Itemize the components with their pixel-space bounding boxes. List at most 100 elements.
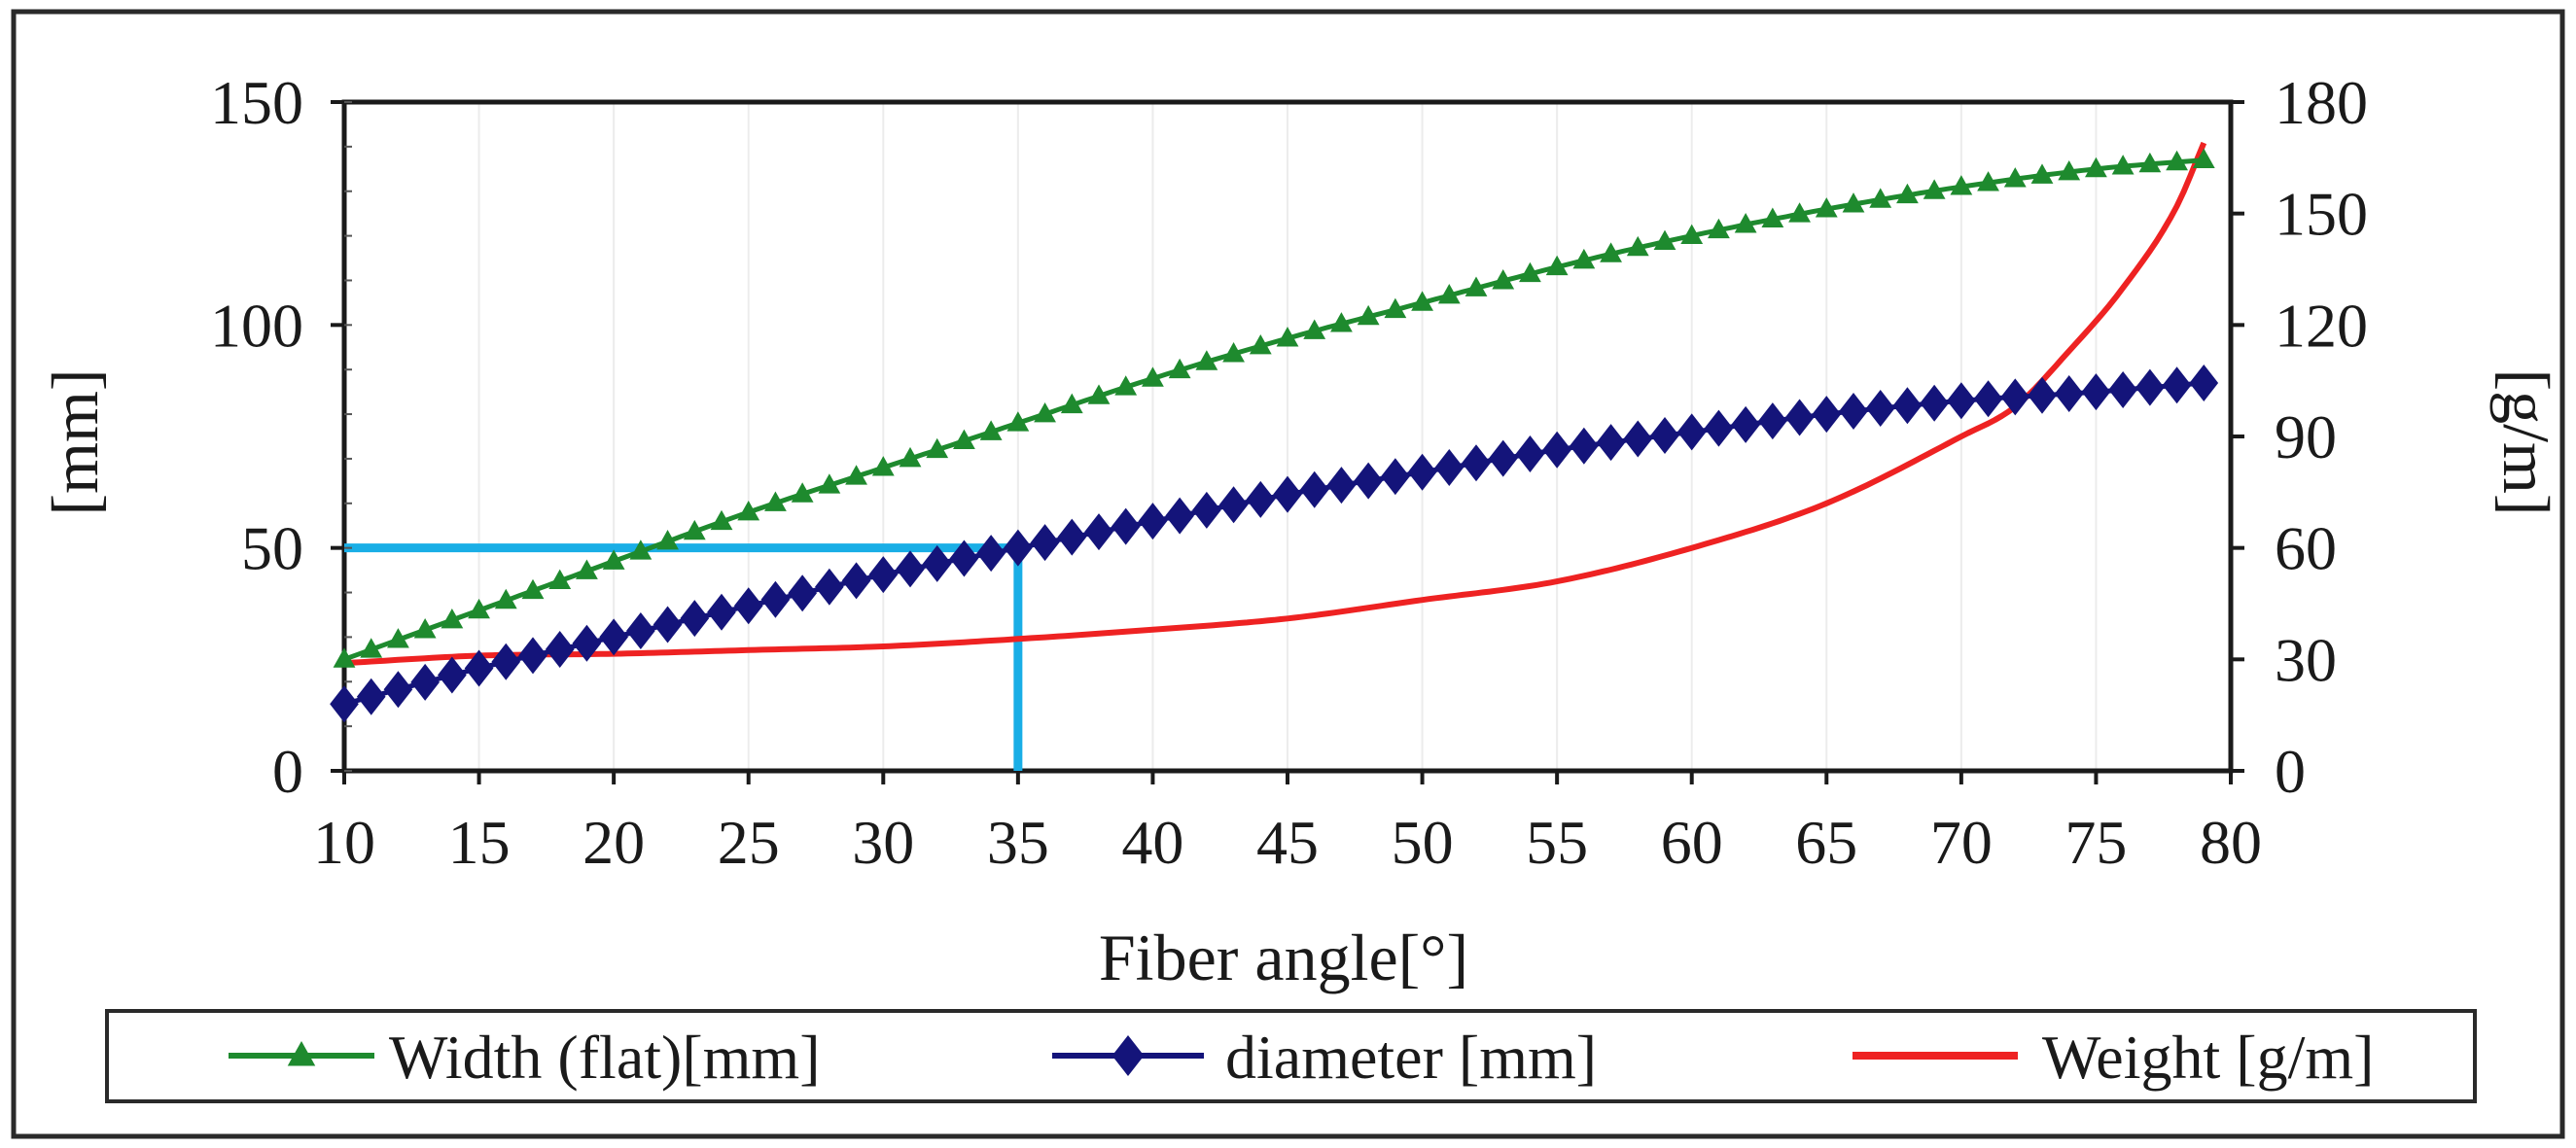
- x-tick-label: 55: [1526, 808, 1588, 877]
- data-point-marker: [2028, 376, 2057, 414]
- data-point-marker: [1060, 393, 1083, 414]
- y-left-tick-label: 0: [272, 737, 303, 806]
- data-point-marker: [1299, 470, 1329, 508]
- data-point-marker: [1923, 179, 1946, 199]
- data-point-marker: [2138, 152, 2162, 173]
- data-point-marker: [733, 587, 763, 625]
- data-point-marker: [1168, 358, 1191, 379]
- legend-symbol: [229, 1041, 374, 1066]
- data-point-marker: [1542, 431, 1571, 469]
- data-point-marker: [576, 559, 598, 579]
- data-point-marker: [1515, 435, 1545, 473]
- legend-label-width: Width (flat)[mm]: [389, 1023, 821, 1092]
- data-point-marker: [1788, 202, 1811, 223]
- data-point-marker: [953, 429, 975, 449]
- data-point-marker: [1920, 384, 1949, 422]
- y-left-tick-label: 50: [241, 514, 303, 583]
- data-point-marker: [572, 624, 602, 662]
- legend-label-diameter: diameter [mm]: [1225, 1023, 1597, 1092]
- data-point-marker: [1626, 235, 1649, 257]
- y-left-tick-label: 100: [210, 291, 303, 360]
- data-point-marker: [791, 482, 814, 503]
- data-point-marker: [1758, 402, 1787, 440]
- data-point-marker: [356, 678, 386, 715]
- data-point-marker: [629, 539, 653, 560]
- data-point-marker: [1437, 283, 1461, 304]
- y-axis-left-title: [mm]: [38, 368, 112, 515]
- data-point-marker: [1600, 242, 1622, 262]
- series-line: [343, 157, 2205, 662]
- data-point-marker: [602, 549, 625, 570]
- data-point-marker: [1784, 399, 1815, 436]
- data-point-marker: [1462, 444, 1491, 482]
- data-point-marker: [1869, 188, 1892, 208]
- data-point-marker: [1357, 304, 1380, 326]
- data-point-marker: [683, 519, 706, 540]
- data-point-marker: [2108, 370, 2137, 408]
- data-point-marker: [330, 685, 359, 723]
- series-layer: [330, 141, 2219, 723]
- data-point-marker: [438, 656, 467, 694]
- data-point-marker: [737, 500, 760, 521]
- data-point-marker: [1488, 439, 1518, 477]
- data-point-marker: [1192, 491, 1221, 529]
- data-point-marker: [818, 473, 841, 494]
- data-point-marker: [1165, 497, 1194, 535]
- data-point-marker: [2111, 155, 2135, 175]
- data-point-marker: [979, 420, 1003, 440]
- data-point-marker: [360, 638, 383, 658]
- y-axis-right-title: [g/m]: [2489, 368, 2563, 515]
- data-point-marker: [2085, 157, 2107, 178]
- data-point-marker: [1276, 327, 1299, 347]
- y-right-tick-label: 90: [2275, 402, 2337, 471]
- legend-item-weight: Weight [g/m]: [1853, 1023, 2374, 1092]
- legend-frame: [105, 1009, 2477, 1103]
- data-point-marker: [410, 663, 440, 701]
- data-point-marker: [1950, 175, 1973, 195]
- x-tick-label: 20: [582, 808, 645, 877]
- data-point-marker: [656, 530, 679, 550]
- data-point-marker: [710, 509, 733, 531]
- data-point-marker: [2135, 368, 2165, 406]
- data-point-marker: [1381, 458, 1410, 496]
- data-point-marker: [1761, 207, 1784, 227]
- data-point-marker: [760, 580, 791, 618]
- data-point-marker: [1492, 269, 1515, 290]
- data-point-marker: [441, 608, 464, 629]
- data-point-marker: [1222, 342, 1245, 363]
- data-point-marker: [976, 535, 1006, 573]
- data-point-marker: [1596, 424, 1626, 462]
- data-point-marker: [845, 465, 867, 485]
- data-point-marker: [1057, 518, 1087, 556]
- data-point-marker: [1865, 390, 1895, 428]
- data-point-marker: [1407, 453, 1437, 491]
- legend-symbol: [1052, 1035, 1204, 1076]
- data-point-marker: [707, 593, 736, 631]
- data-point-marker: [1892, 387, 1923, 425]
- x-tick-label: 80: [2200, 808, 2262, 877]
- data-point-marker: [1434, 449, 1464, 487]
- data-point-marker: [599, 618, 628, 656]
- data-point-marker: [1273, 475, 1302, 513]
- x-tick-label: 15: [448, 808, 511, 877]
- data-point-marker: [1034, 401, 1056, 423]
- data-point-marker: [899, 446, 922, 468]
- data-point-marker: [1977, 171, 1999, 191]
- data-point-marker: [871, 456, 895, 476]
- data-point-marker: [1142, 366, 1164, 387]
- data-point-marker: [1464, 276, 1488, 296]
- x-tick-label: 45: [1256, 808, 1319, 877]
- y-right-tick-label: 150: [2275, 180, 2368, 249]
- data-point-marker: [2081, 373, 2111, 411]
- legend-marker-triangle: [287, 1041, 316, 1066]
- data-point-marker: [548, 569, 572, 590]
- data-point-marker: [1195, 350, 1218, 370]
- x-tick-label: 30: [852, 808, 914, 877]
- x-tick-label: 70: [1930, 808, 1993, 877]
- series-width: [333, 148, 2215, 668]
- ticks: 10 15 20 25 30 35 40 45 50 55 60 65 70 75 800501001500…: [210, 68, 2368, 877]
- data-point-marker: [1138, 503, 1168, 540]
- legend: Width (flat)[mm] diameter [mm] Weight [g…: [105, 1009, 2477, 1103]
- data-point-marker: [2192, 148, 2215, 169]
